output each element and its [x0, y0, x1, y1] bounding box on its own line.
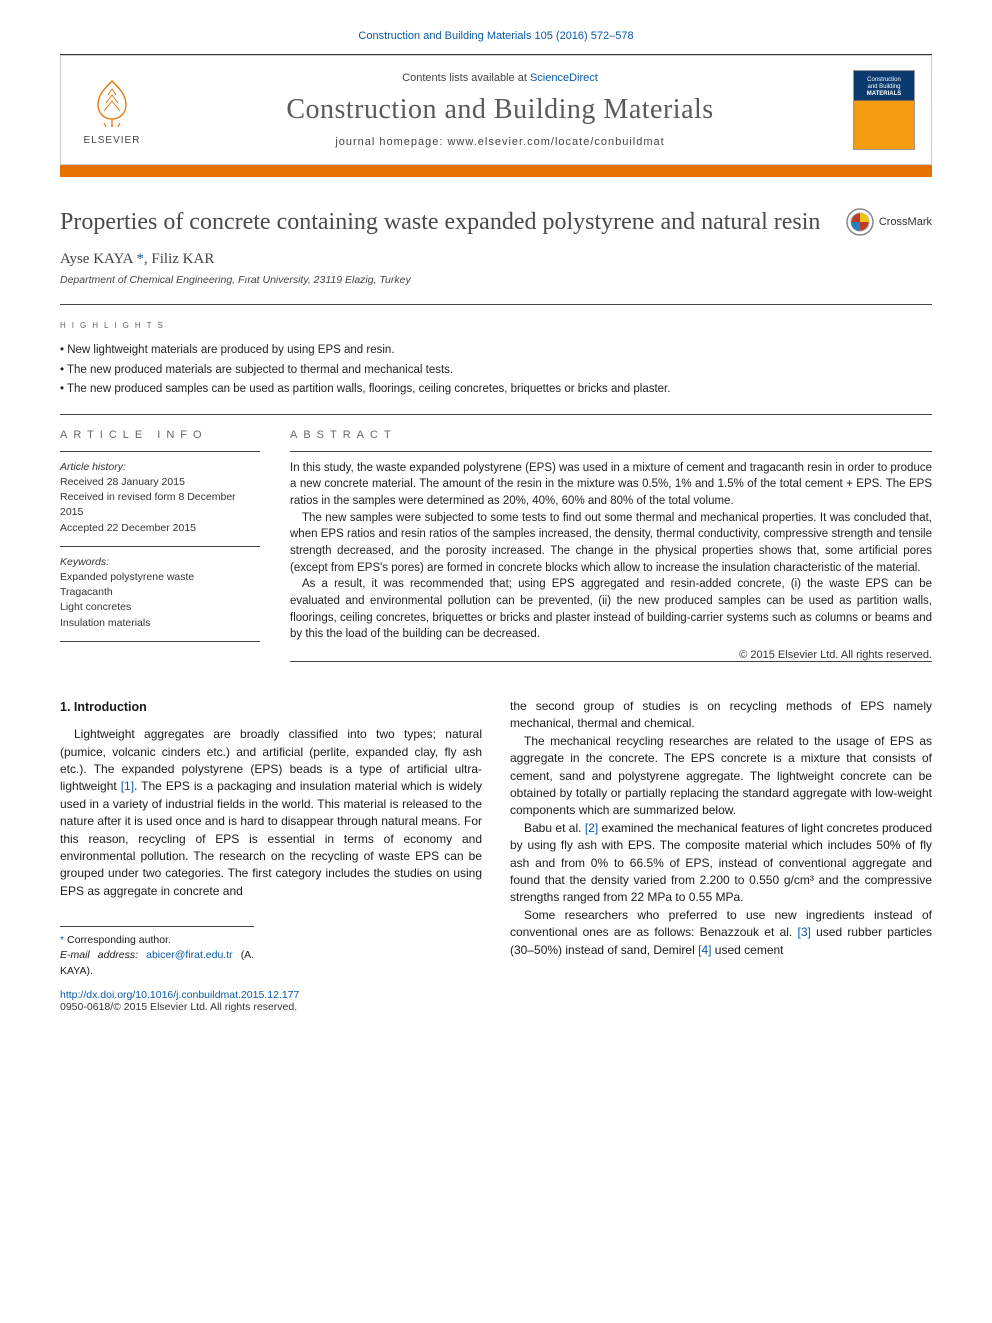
email-line: E-mail address: abicer@firat.edu.tr (A. …: [60, 948, 254, 978]
revised-date: Received in revised form 8 December 2015: [60, 490, 260, 520]
intro-right-p1: the second group of studies is on recycl…: [510, 698, 932, 733]
intro-right-p3: Babu et al. [2] examined the mechanical …: [510, 820, 932, 907]
corr-symbol: *: [60, 934, 64, 946]
doi-link[interactable]: http://dx.doi.org/10.1016/j.conbuildmat.…: [60, 989, 299, 1001]
footnotes: * Corresponding author. E-mail address: …: [60, 926, 254, 979]
article-history: Article history: Received 28 January 201…: [60, 460, 260, 536]
elsevier-tree-icon: [84, 75, 140, 131]
ref-1[interactable]: [1]: [121, 779, 134, 793]
abstract-copyright: © 2015 Elsevier Ltd. All rights reserved…: [290, 649, 932, 661]
title-row: Properties of concrete containing waste …: [60, 207, 932, 237]
journal-header: ELSEVIER Contents lists available at Sci…: [60, 55, 932, 165]
crossmark-icon: [845, 207, 875, 237]
abstract-text: In this study, the waste expanded polyst…: [290, 460, 932, 643]
intro-left-p1: Lightweight aggregates are broadly class…: [60, 726, 482, 900]
crossmark-badge[interactable]: CrossMark: [845, 207, 932, 237]
highlight-item: The new produced materials are subjected…: [60, 361, 932, 381]
keywords-label: Keywords:: [60, 555, 260, 570]
keyword: Light concretes: [60, 600, 260, 615]
intro-right-p2: The mechanical recycling researches are …: [510, 733, 932, 820]
abstract-p1: In this study, the waste expanded polyst…: [290, 460, 932, 510]
divider: [290, 661, 932, 662]
cover-line3: MATERIALS: [867, 91, 902, 98]
cover-line1: Construction: [867, 77, 901, 84]
corr-label: Corresponding author.: [67, 934, 171, 946]
body-col-right: the second group of studies is on recycl…: [510, 698, 932, 979]
abstract-heading: ABSTRACT: [290, 429, 932, 441]
keyword: Expanded polystyrene waste: [60, 570, 260, 585]
keyword: Insulation materials: [60, 616, 260, 631]
highlight-item: New lightweight materials are produced b…: [60, 341, 932, 361]
publisher-name: ELSEVIER: [84, 135, 141, 146]
author-1: Ayse KAYA: [60, 251, 133, 267]
article-info-heading: ARTICLE INFO: [60, 429, 260, 441]
info-abstract-row: ARTICLE INFO Article history: Received 2…: [60, 415, 932, 670]
divider: [60, 546, 260, 547]
divider: [60, 641, 260, 642]
ref-3[interactable]: [3]: [798, 925, 811, 939]
accepted-date: Accepted 22 December 2015: [60, 521, 260, 536]
ref-2[interactable]: [2]: [585, 821, 598, 835]
keyword: Tragacanth: [60, 585, 260, 600]
contents-prefix: Contents lists available at: [402, 72, 530, 84]
email-label: E-mail address:: [60, 949, 138, 961]
highlight-item: The new produced samples can be used as …: [60, 380, 932, 400]
divider: [290, 451, 932, 452]
body-columns: 1. Introduction Lightweight aggregates a…: [60, 698, 932, 979]
elsevier-logo: ELSEVIER: [77, 70, 147, 150]
keywords-block: Keywords: Expanded polystyrene waste Tra…: [60, 555, 260, 631]
divider: [60, 451, 260, 452]
article-info-col: ARTICLE INFO Article history: Received 2…: [60, 415, 260, 670]
divider: [60, 304, 932, 305]
intro-right-p4: Some researchers who preferred to use ne…: [510, 907, 932, 959]
journal-cover-thumb: Construction and Building MATERIALS: [853, 70, 915, 150]
crossmark-label: CrossMark: [879, 216, 932, 228]
author-2: Filiz KAR: [151, 251, 214, 267]
body-col-left: 1. Introduction Lightweight aggregates a…: [60, 698, 482, 979]
journal-name: Construction and Building Materials: [147, 94, 853, 126]
abstract-col: ABSTRACT In this study, the waste expand…: [290, 415, 932, 670]
abstract-p3: As a result, it was recommended that; us…: [290, 576, 932, 643]
citation-line: Construction and Building Materials 105 …: [60, 30, 932, 42]
affiliation: Department of Chemical Engineering, Fıra…: [60, 274, 932, 286]
highlights-heading: HIGHLIGHTS: [60, 319, 932, 331]
page-footer: http://dx.doi.org/10.1016/j.conbuildmat.…: [60, 989, 932, 1013]
journal-homepage: journal homepage: www.elsevier.com/locat…: [147, 136, 853, 148]
paper-title: Properties of concrete containing waste …: [60, 207, 825, 237]
issn-line: 0950-0618/© 2015 Elsevier Ltd. All right…: [60, 1001, 297, 1013]
history-label: Article history:: [60, 460, 260, 475]
header-center: Contents lists available at ScienceDirec…: [147, 72, 853, 148]
ref-4[interactable]: [4]: [698, 943, 711, 957]
abstract-p2: The new samples were subjected to some t…: [290, 510, 932, 577]
sciencedirect-link[interactable]: ScienceDirect: [530, 72, 598, 84]
email-link[interactable]: abicer@firat.edu.tr: [146, 949, 233, 961]
intro-heading: 1. Introduction: [60, 698, 482, 716]
orange-bar: [60, 165, 932, 177]
cover-line2: and Building: [867, 84, 900, 91]
highlights-list: New lightweight materials are produced b…: [60, 341, 932, 400]
corresponding-symbol: *: [136, 251, 144, 267]
authors: Ayse KAYA *, Filiz KAR: [60, 251, 932, 268]
received-date: Received 28 January 2015: [60, 475, 260, 490]
corresponding-note: * Corresponding author.: [60, 933, 254, 948]
contents-line: Contents lists available at ScienceDirec…: [147, 72, 853, 84]
